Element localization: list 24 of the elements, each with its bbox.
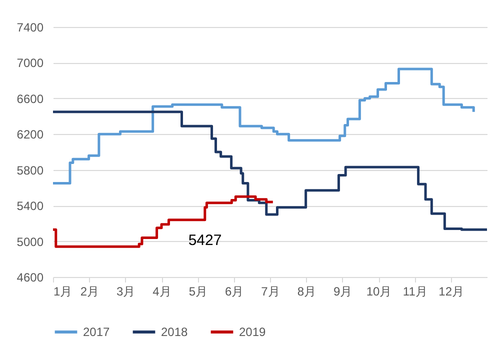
x-tick-label: 2月 [80,284,100,298]
legend-label: 2019 [239,325,266,339]
y-tick-label: 6200 [16,128,44,142]
y-tick-label: 6600 [16,92,44,106]
y-tick-label: 4600 [16,270,44,284]
x-tick-label: 4月 [152,284,172,298]
x-tick-label: 9月 [333,284,352,298]
x-tick-label: 10月 [366,284,392,298]
x-tick-label: 12月 [438,284,464,298]
annotation: 5427 [188,232,222,249]
y-tick-label: 5400 [16,199,44,214]
y-tick-label: 7000 [16,56,44,70]
x-tick-label: 3月 [116,284,136,298]
x-tick-label: 11月 [402,284,428,298]
legend-label: 2018 [161,325,188,339]
y-tick-label: 7400 [16,20,44,34]
x-tick-label: 1月 [54,284,72,298]
x-tick-label: 7月 [261,284,280,298]
x-tick-label: 8月 [297,284,316,298]
y-tick-label: 5800 [16,163,44,178]
x-tick-label: 5月 [188,284,208,298]
legend-label: 2017 [83,325,110,339]
y-tick-label: 5000 [16,234,44,249]
x-tick-label: 6月 [224,284,244,298]
